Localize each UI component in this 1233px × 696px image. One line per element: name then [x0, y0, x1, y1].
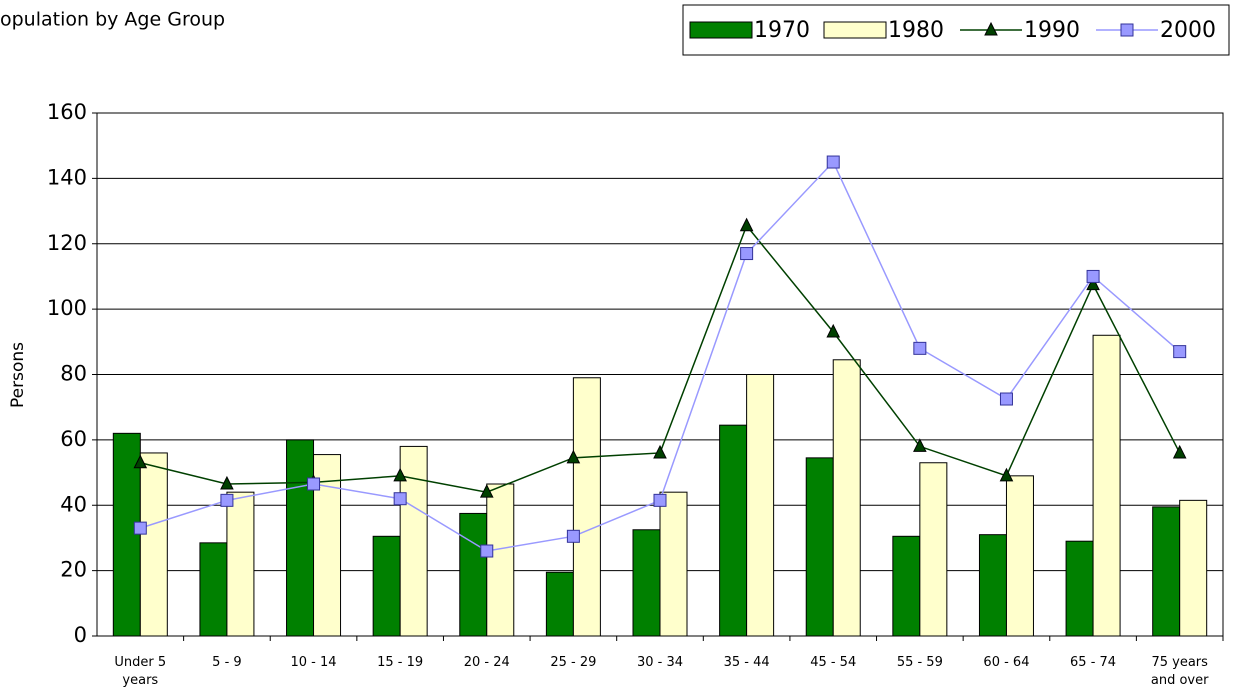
x-tick-label: 15 - 19	[377, 655, 424, 670]
marker	[913, 341, 927, 355]
bar	[892, 535, 921, 637]
x-tick-label: 65 - 74	[1070, 655, 1117, 670]
bar	[746, 374, 775, 637]
x-tick-label: 5 - 9	[212, 655, 242, 670]
legend-label: 2000	[1160, 18, 1216, 43]
bar	[1092, 334, 1121, 637]
y-tick-label: 100	[47, 296, 87, 320]
y-tick-label: 0	[74, 623, 87, 647]
legend-swatch	[823, 21, 887, 39]
marker	[1172, 444, 1187, 459]
marker	[1086, 276, 1100, 291]
y-tick-label: 80	[60, 362, 87, 386]
marker	[393, 467, 407, 482]
x-tick-label: 35 - 44	[723, 655, 770, 670]
marker	[133, 521, 147, 535]
marker	[999, 467, 1014, 482]
marker	[1173, 345, 1187, 359]
y-axis-label: Persons	[8, 342, 28, 408]
marker	[307, 477, 321, 491]
marker	[220, 475, 234, 490]
marker	[1086, 269, 1100, 283]
marker	[653, 444, 667, 459]
x-tick-label: 20 - 24	[463, 655, 510, 670]
legend-label: 1990	[1024, 18, 1080, 43]
marker	[566, 529, 580, 543]
marker	[479, 484, 494, 498]
bar	[286, 439, 315, 637]
x-tick-label: 10 - 14	[290, 655, 337, 670]
bar	[545, 571, 574, 637]
x-tick-label: Under 5 years	[114, 655, 167, 688]
y-tick-label: 140	[47, 165, 87, 189]
y-tick-label: 160	[47, 100, 87, 124]
bar	[919, 462, 948, 637]
marker	[480, 544, 494, 558]
bar	[459, 512, 488, 637]
legend-marker	[1120, 23, 1134, 37]
legend-swatch	[689, 21, 753, 39]
bar	[978, 534, 1007, 637]
x-tick-label: 45 - 54	[810, 655, 857, 670]
x-tick-label: 55 - 59	[896, 655, 943, 670]
y-tick-label: 40	[60, 492, 87, 516]
legend-label: 1970	[754, 18, 810, 43]
marker	[739, 217, 754, 232]
chart-title: opulation by Age Group	[0, 9, 225, 31]
legend-label: 1980	[888, 18, 944, 43]
marker	[133, 454, 148, 469]
y-tick-label: 120	[47, 231, 87, 255]
marker	[393, 492, 407, 506]
bar	[199, 542, 228, 637]
marker	[653, 493, 667, 507]
x-tick-label: 60 - 64	[983, 655, 1030, 670]
marker	[826, 323, 841, 338]
x-tick-label: 25 - 29	[550, 655, 597, 670]
x-tick-label: 30 - 34	[636, 655, 684, 670]
bar	[1065, 540, 1094, 637]
marker	[999, 392, 1013, 406]
marker	[566, 449, 581, 464]
bar	[805, 457, 834, 637]
marker	[913, 438, 927, 452]
bar	[372, 535, 401, 637]
x-tick-label: 75 years and over	[1150, 655, 1209, 688]
bar	[226, 491, 255, 637]
bar	[1005, 475, 1034, 637]
marker	[740, 247, 754, 261]
legend-marker	[984, 21, 998, 36]
bar	[832, 359, 861, 637]
marker	[220, 493, 234, 507]
bar	[659, 491, 688, 637]
bar	[399, 445, 428, 637]
bar	[486, 483, 515, 637]
bar	[572, 377, 601, 637]
bar	[1179, 499, 1208, 637]
marker	[826, 155, 840, 169]
y-tick-label: 20	[60, 558, 87, 582]
bar	[632, 529, 661, 637]
y-tick-label: 60	[60, 427, 87, 451]
bar	[1152, 506, 1181, 637]
bar	[139, 452, 168, 637]
bar	[719, 424, 748, 637]
